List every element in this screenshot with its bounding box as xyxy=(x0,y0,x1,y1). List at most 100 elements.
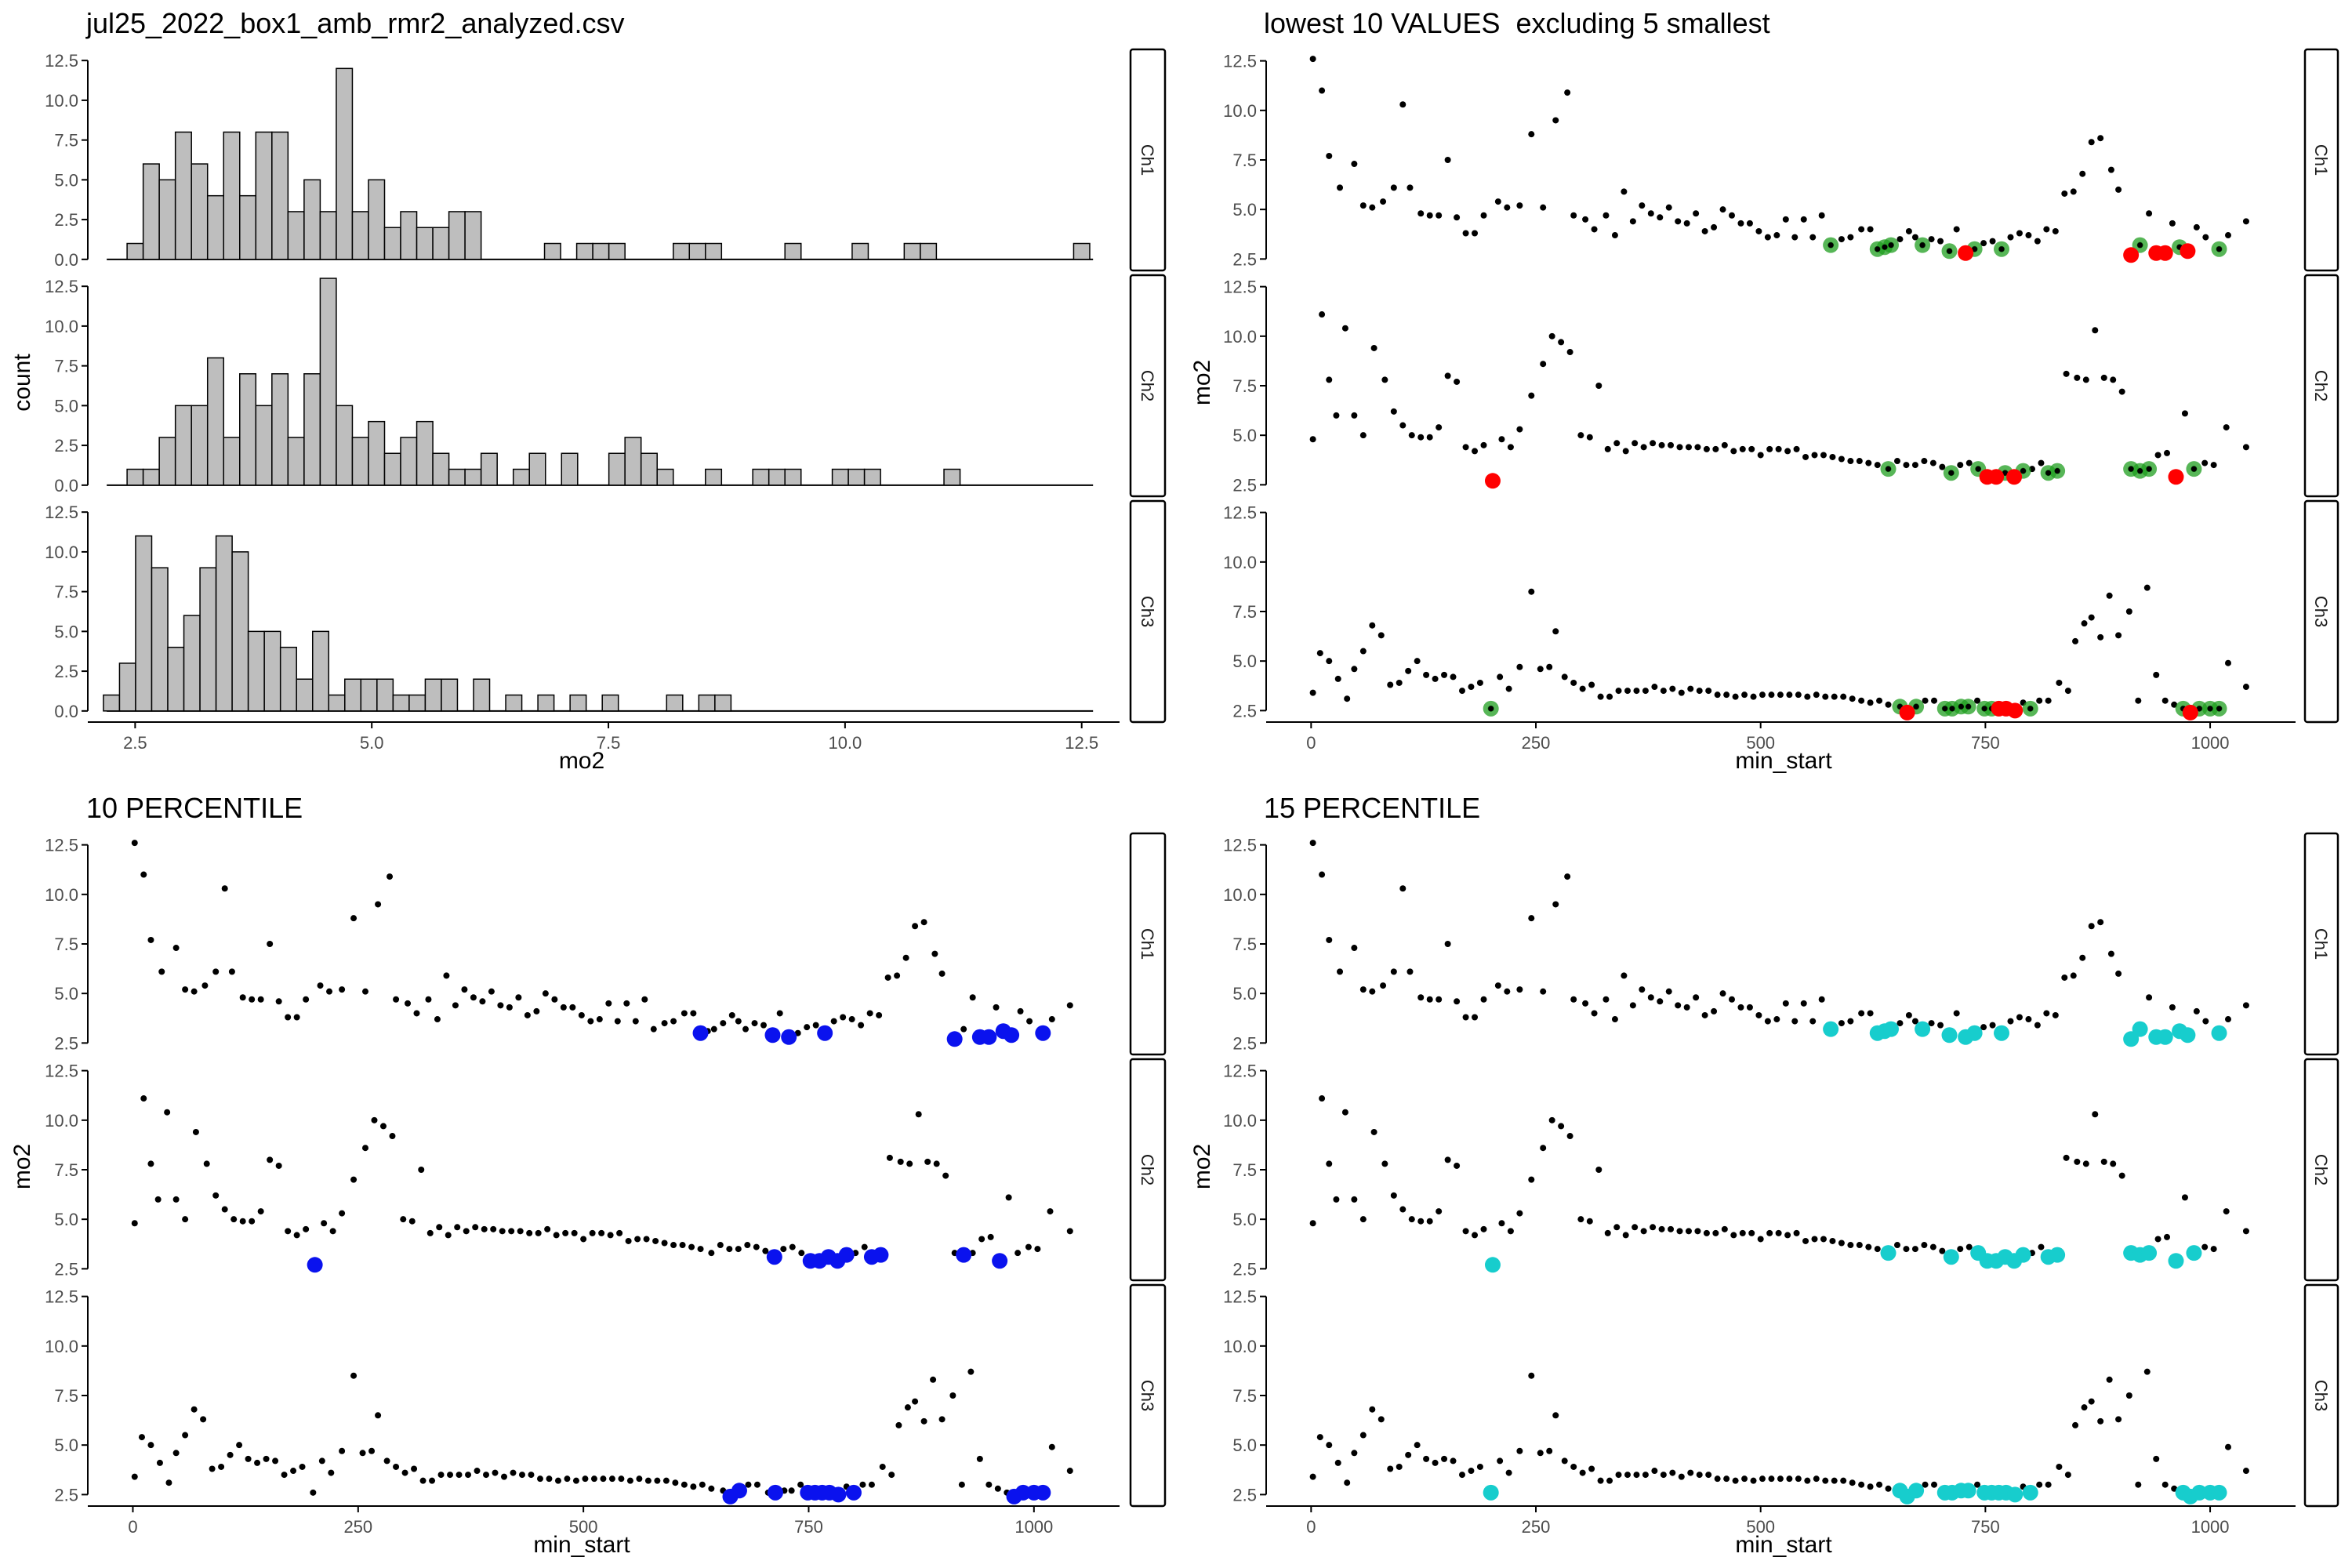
histogram-bar xyxy=(151,567,169,712)
data-point xyxy=(339,986,346,993)
facet-strip xyxy=(2303,1283,2339,1508)
data-point xyxy=(1615,1472,1622,1479)
highlight-point-cyan xyxy=(2022,1484,2038,1501)
data-point xyxy=(518,1472,525,1479)
facet-strip-label: Ch2 xyxy=(2311,1154,2331,1185)
data-point xyxy=(1579,685,1586,692)
data-point xyxy=(2045,470,2052,476)
data-point xyxy=(400,1216,407,1223)
y-tick-label: 10.0 xyxy=(1223,1337,1257,1356)
data-point xyxy=(2210,1246,2217,1253)
data-point xyxy=(389,1133,396,1140)
data-point xyxy=(359,1450,366,1457)
data-point xyxy=(1782,1000,1789,1007)
data-point xyxy=(1840,1477,1847,1484)
data-point xyxy=(1998,246,2005,252)
data-point xyxy=(2164,1233,2171,1240)
data-point xyxy=(1678,689,1685,696)
data-point xyxy=(2074,1158,2081,1165)
data-point xyxy=(2146,994,2153,1001)
facet-ch2: 2.5 5.0 7.5 10.0 12.5 Ch2 xyxy=(1223,1058,2339,1282)
data-point xyxy=(1504,204,1511,211)
data-point xyxy=(920,919,927,926)
data-point xyxy=(1005,1194,1012,1201)
data-point xyxy=(2038,1243,2045,1250)
data-point xyxy=(1476,1463,1483,1470)
data-point xyxy=(147,1160,154,1167)
data-point xyxy=(221,1206,228,1213)
data-point xyxy=(993,1004,1000,1011)
data-point xyxy=(2007,1018,2014,1025)
data-point xyxy=(1309,840,1316,847)
data-point xyxy=(625,1237,632,1244)
data-point xyxy=(515,994,522,1001)
y-tick-label: 5.0 xyxy=(1232,652,1257,671)
data-point xyxy=(490,1225,497,1232)
data-point xyxy=(1396,1463,1403,1470)
data-point xyxy=(281,1472,288,1479)
y-tick-label: 10.0 xyxy=(45,885,78,905)
histogram-bar xyxy=(688,242,706,260)
data-point xyxy=(474,1468,481,1475)
data-point xyxy=(1552,1412,1559,1419)
data-point xyxy=(1552,628,1559,635)
y-tick-label: 7.5 xyxy=(54,1386,78,1406)
data-point xyxy=(1701,227,1708,234)
data-point xyxy=(1741,1475,1748,1483)
data-point xyxy=(1886,466,1892,472)
y-tick-label: 10.0 xyxy=(1223,327,1257,347)
histogram-bar xyxy=(319,278,337,486)
data-point xyxy=(1454,214,1461,221)
data-point xyxy=(985,1481,993,1488)
data-point xyxy=(2125,608,2132,615)
data-point xyxy=(535,1229,542,1236)
data-point xyxy=(1714,1475,1721,1483)
data-point xyxy=(1528,1372,1535,1379)
histogram-bar xyxy=(408,694,426,712)
y-tick-label: 7.5 xyxy=(1232,151,1257,170)
data-point xyxy=(483,1472,490,1479)
y-tick-label: 5.0 xyxy=(1232,426,1257,445)
data-point xyxy=(2070,972,2077,979)
data-point xyxy=(2054,468,2060,474)
data-point xyxy=(299,1463,306,1470)
data-point xyxy=(1721,1225,1728,1232)
data-point xyxy=(2125,1392,2132,1399)
data-point xyxy=(1650,1224,1657,1231)
data-point xyxy=(688,1243,695,1250)
data-point xyxy=(582,1475,589,1483)
data-point xyxy=(2193,1007,2200,1014)
data-point xyxy=(859,1481,866,1488)
highlight-point-cyan xyxy=(2007,1486,2024,1503)
data-point xyxy=(1856,458,1863,465)
data-point xyxy=(2088,923,2095,930)
facet-strip-label: Ch3 xyxy=(1138,1380,1157,1411)
histogram-bar xyxy=(537,694,555,712)
data-point xyxy=(1791,1018,1798,1025)
data-point xyxy=(1791,234,1798,241)
x-axis-label: min_start xyxy=(533,1532,630,1558)
data-point xyxy=(1351,945,1358,952)
data-point xyxy=(156,1459,163,1466)
y-tick-label: 12.5 xyxy=(1223,503,1257,523)
data-point xyxy=(2043,226,2050,233)
data-point xyxy=(1319,871,1326,878)
data-point xyxy=(508,1228,515,1235)
data-point xyxy=(1757,452,1764,459)
x-tick-label: 1000 xyxy=(2191,733,2230,753)
histogram-bar xyxy=(608,242,626,260)
data-point xyxy=(661,1020,668,1027)
data-point xyxy=(789,1243,796,1250)
data-point xyxy=(1359,648,1367,655)
data-point xyxy=(2072,1421,2079,1428)
data-point xyxy=(1399,101,1406,108)
data-point xyxy=(1658,441,1665,448)
data-point xyxy=(1047,1208,1054,1215)
data-point xyxy=(616,1229,623,1236)
data-point xyxy=(1417,210,1425,217)
data-point xyxy=(1882,244,1888,250)
data-point xyxy=(1337,968,1344,975)
data-point xyxy=(2063,1154,2070,1161)
facet-strip xyxy=(2303,832,2339,1056)
data-point xyxy=(2242,444,2249,451)
